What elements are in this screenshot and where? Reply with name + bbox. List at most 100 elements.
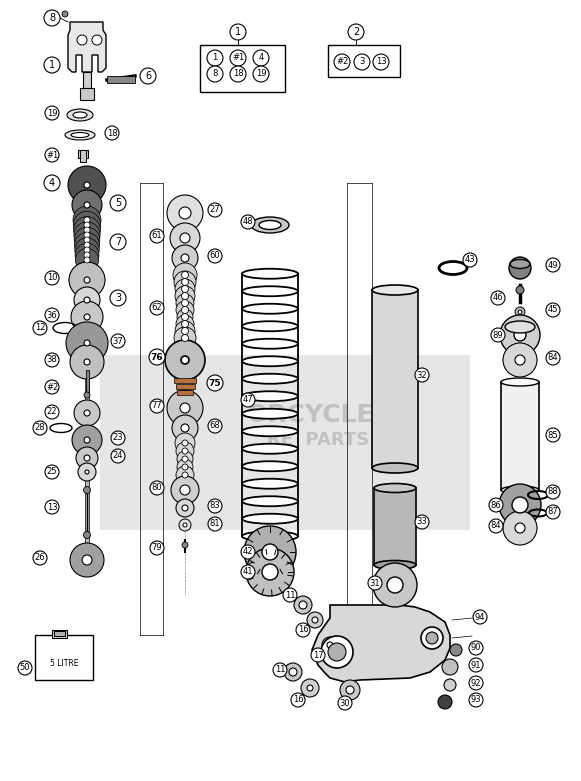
Circle shape xyxy=(183,523,187,527)
Bar xyxy=(78,150,88,158)
Circle shape xyxy=(74,400,100,426)
Circle shape xyxy=(299,601,307,609)
Ellipse shape xyxy=(242,444,298,454)
Text: 13: 13 xyxy=(46,502,58,512)
Bar xyxy=(174,377,196,383)
Ellipse shape xyxy=(73,112,87,118)
Ellipse shape xyxy=(65,130,95,140)
Text: 90: 90 xyxy=(471,644,481,652)
Circle shape xyxy=(207,66,223,82)
Circle shape xyxy=(33,321,47,335)
Circle shape xyxy=(73,212,101,239)
Circle shape xyxy=(262,564,278,580)
Circle shape xyxy=(354,54,370,70)
Circle shape xyxy=(176,301,194,319)
Circle shape xyxy=(291,693,305,707)
Text: 42: 42 xyxy=(243,547,253,557)
Circle shape xyxy=(75,243,99,267)
Circle shape xyxy=(176,499,194,517)
Circle shape xyxy=(546,303,560,317)
Text: 86: 86 xyxy=(490,501,501,509)
Circle shape xyxy=(84,202,90,208)
Circle shape xyxy=(172,245,198,271)
Circle shape xyxy=(230,24,246,40)
Bar xyxy=(35,635,93,680)
Circle shape xyxy=(92,35,102,45)
Circle shape xyxy=(174,327,196,349)
Circle shape xyxy=(321,636,353,668)
Circle shape xyxy=(546,428,560,442)
Text: 13: 13 xyxy=(376,58,386,66)
Text: 84: 84 xyxy=(548,354,558,362)
Ellipse shape xyxy=(67,109,93,121)
Text: 18: 18 xyxy=(232,70,243,79)
Text: 11: 11 xyxy=(285,590,295,600)
Bar xyxy=(374,488,416,565)
Circle shape xyxy=(44,57,60,73)
Circle shape xyxy=(167,390,203,426)
Text: 81: 81 xyxy=(210,519,220,529)
Ellipse shape xyxy=(242,531,298,541)
Circle shape xyxy=(84,532,91,539)
Circle shape xyxy=(489,498,503,512)
Circle shape xyxy=(515,307,525,317)
Circle shape xyxy=(179,519,191,531)
Ellipse shape xyxy=(242,287,298,296)
Circle shape xyxy=(176,466,194,484)
Bar xyxy=(372,290,418,468)
Circle shape xyxy=(338,696,352,710)
Text: 26: 26 xyxy=(35,554,45,562)
Circle shape xyxy=(110,290,126,306)
Polygon shape xyxy=(68,22,106,72)
Bar xyxy=(175,383,195,388)
Text: 83: 83 xyxy=(210,501,220,511)
Text: #1: #1 xyxy=(46,151,58,159)
Circle shape xyxy=(74,233,99,258)
Circle shape xyxy=(503,511,537,545)
Circle shape xyxy=(74,227,100,253)
Circle shape xyxy=(44,10,60,26)
Circle shape xyxy=(327,642,333,648)
Circle shape xyxy=(463,253,477,267)
Text: 43: 43 xyxy=(465,255,475,265)
Circle shape xyxy=(499,484,541,526)
Text: 89: 89 xyxy=(493,330,503,340)
Bar xyxy=(100,355,470,530)
Circle shape xyxy=(45,465,59,479)
Circle shape xyxy=(181,254,189,262)
Circle shape xyxy=(44,175,60,191)
Circle shape xyxy=(182,448,188,454)
Circle shape xyxy=(84,297,90,303)
Bar xyxy=(107,76,135,83)
Text: #2: #2 xyxy=(336,58,348,66)
Circle shape xyxy=(84,182,90,188)
Circle shape xyxy=(181,299,188,306)
Text: 32: 32 xyxy=(417,370,427,380)
Text: 25: 25 xyxy=(46,468,58,476)
Circle shape xyxy=(415,515,429,529)
Text: 60: 60 xyxy=(210,251,220,261)
Circle shape xyxy=(307,685,313,691)
Circle shape xyxy=(322,637,338,653)
Circle shape xyxy=(273,663,287,677)
Circle shape xyxy=(182,542,188,548)
Ellipse shape xyxy=(374,483,416,493)
Circle shape xyxy=(84,232,90,238)
Circle shape xyxy=(110,195,126,211)
Text: 33: 33 xyxy=(417,518,428,526)
Text: 76: 76 xyxy=(150,352,163,362)
Circle shape xyxy=(387,577,403,593)
Text: 45: 45 xyxy=(548,305,558,315)
Text: 10: 10 xyxy=(46,273,58,283)
Circle shape xyxy=(283,588,297,602)
Ellipse shape xyxy=(510,259,530,269)
Circle shape xyxy=(179,207,191,219)
Circle shape xyxy=(111,334,125,348)
Circle shape xyxy=(84,237,90,243)
Circle shape xyxy=(512,497,528,513)
Bar xyxy=(177,390,193,394)
Ellipse shape xyxy=(501,378,539,386)
Text: 19: 19 xyxy=(256,70,266,79)
Ellipse shape xyxy=(372,285,418,295)
Circle shape xyxy=(438,695,452,709)
